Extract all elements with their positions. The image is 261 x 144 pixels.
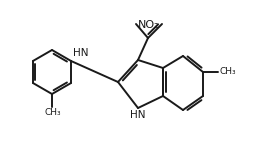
Text: CH₃: CH₃ (45, 108, 61, 117)
Text: HN: HN (73, 48, 88, 58)
Text: NO₂: NO₂ (138, 20, 160, 30)
Text: CH₃: CH₃ (219, 68, 236, 76)
Text: HN: HN (130, 110, 146, 120)
